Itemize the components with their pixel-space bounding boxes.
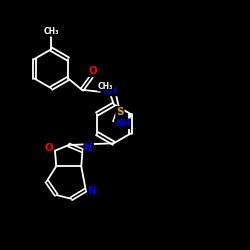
Text: O: O xyxy=(89,66,98,76)
Text: O: O xyxy=(44,143,53,153)
Text: S: S xyxy=(116,107,124,117)
Text: N: N xyxy=(88,186,97,196)
Text: CH₃: CH₃ xyxy=(44,27,59,36)
Text: NH: NH xyxy=(102,86,117,96)
Text: N: N xyxy=(84,143,93,153)
Text: NH: NH xyxy=(115,119,130,128)
Text: CH₃: CH₃ xyxy=(98,82,114,91)
